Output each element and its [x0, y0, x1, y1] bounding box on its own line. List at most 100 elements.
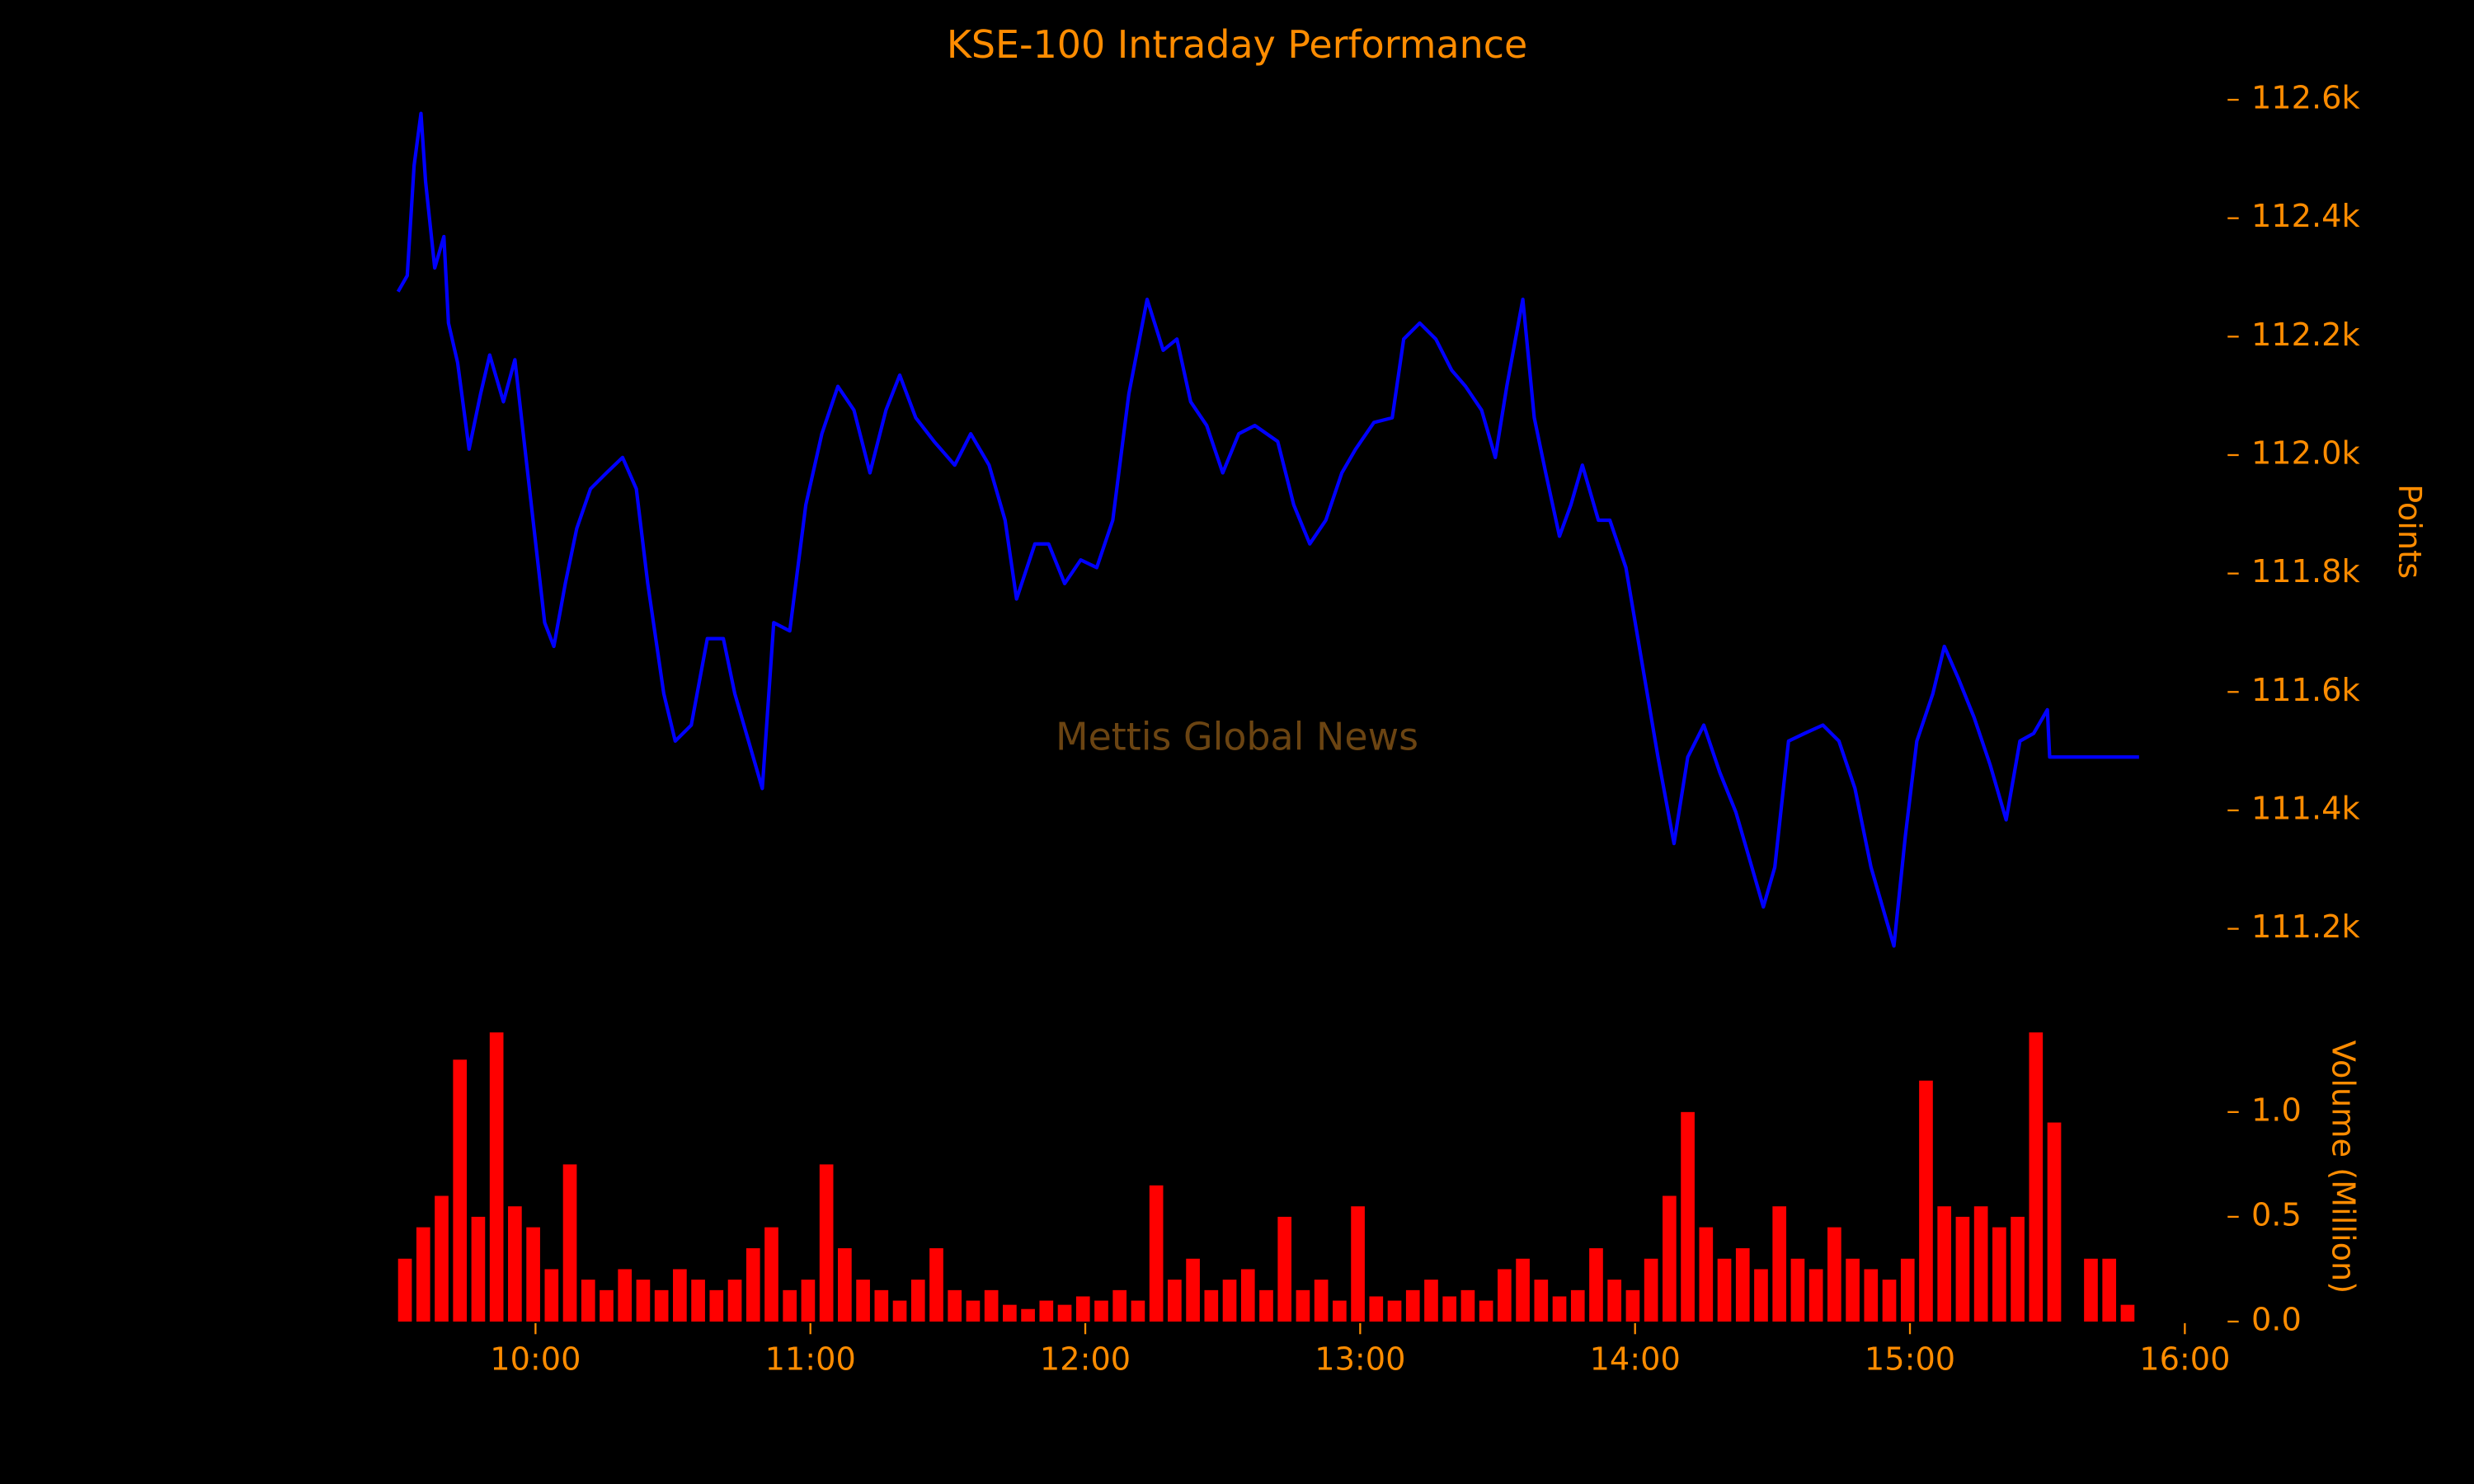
x-tick-label: 12:00	[1040, 1341, 1131, 1378]
volume-bar	[966, 1300, 981, 1322]
volume-bar	[1405, 1289, 1420, 1322]
y-tick-label: 0.0	[2251, 1301, 2302, 1338]
volume-bar	[636, 1280, 651, 1322]
volume-bar	[397, 1258, 412, 1322]
y-tick-label: 111.6k	[2251, 672, 2361, 709]
volume-bar	[453, 1059, 468, 1322]
volume-bar	[1186, 1258, 1200, 1322]
volume-bar	[801, 1280, 816, 1322]
volume-bar	[1589, 1248, 1603, 1322]
volume-bar	[1992, 1227, 2006, 1322]
volume-bar	[1846, 1258, 1860, 1322]
volume-bar	[745, 1248, 760, 1322]
y-tick-label: 111.4k	[2251, 790, 2361, 827]
volume-bar	[471, 1216, 486, 1322]
volume-bar	[1442, 1296, 1457, 1322]
volume-bar	[929, 1248, 943, 1322]
volume-bar	[838, 1248, 852, 1322]
volume-bar	[1772, 1206, 1787, 1322]
volume-bar	[1516, 1258, 1530, 1322]
volume-bar	[709, 1289, 724, 1322]
volume-bar	[910, 1280, 925, 1322]
y-tick-label: 112.4k	[2251, 198, 2361, 235]
volume-bar	[1790, 1258, 1805, 1322]
x-tick-label: 14:00	[1590, 1341, 1681, 1378]
volume-bar	[1149, 1185, 1164, 1322]
volume-bar	[2120, 1304, 2135, 1322]
volume-bar	[1919, 1080, 1933, 1322]
volume-bar	[1112, 1289, 1127, 1322]
volume-bar	[691, 1280, 705, 1322]
volume-bar	[984, 1289, 999, 1322]
volume-bar	[1222, 1280, 1237, 1322]
volume-bar	[1351, 1206, 1365, 1322]
volume-bar	[544, 1269, 559, 1322]
volume-bar	[416, 1227, 430, 1322]
volume-bar	[1625, 1289, 1640, 1322]
volume-bar	[1534, 1280, 1549, 1322]
volume-bar	[727, 1280, 742, 1322]
volume-bar	[1937, 1206, 1952, 1322]
x-tick-label: 13:00	[1315, 1341, 1405, 1378]
volume-bar	[2047, 1122, 2062, 1322]
y-tick-label: 112.6k	[2251, 80, 2361, 117]
volume-bar	[1717, 1258, 1732, 1322]
volume-bar	[562, 1164, 577, 1322]
x-tick-label: 10:00	[490, 1341, 581, 1378]
volume-bar	[600, 1289, 614, 1322]
volume-bar	[1607, 1280, 1622, 1322]
volume-bar	[1168, 1280, 1182, 1322]
volume-bar	[1754, 1269, 1768, 1322]
volume-bar	[1699, 1227, 1714, 1322]
y-tick-label: 111.8k	[2251, 553, 2361, 590]
volume-bar	[892, 1300, 907, 1322]
volume-bar	[1387, 1300, 1402, 1322]
volume-bar	[526, 1227, 540, 1322]
volume-bar	[1900, 1258, 1915, 1322]
volume-bar	[1882, 1280, 1897, 1322]
volume-bar	[2011, 1216, 2025, 1322]
volume-bar	[1570, 1289, 1585, 1322]
volume-bar	[1644, 1258, 1658, 1322]
y-tick-label: 112.0k	[2251, 434, 2361, 472]
y-axis-label: Points	[2391, 484, 2428, 579]
volume-bar	[948, 1289, 962, 1322]
volume-bar	[1094, 1300, 1108, 1322]
volume-bar	[673, 1269, 687, 1322]
y-tick-label: 112.2k	[2251, 317, 2361, 354]
volume-bar	[1039, 1300, 1054, 1322]
volume-bar	[1075, 1296, 1090, 1322]
volume-bar	[2029, 1032, 2044, 1322]
volume-bar	[435, 1195, 449, 1322]
y-tick-label: 0.5	[2251, 1196, 2302, 1233]
volume-bar	[1333, 1300, 1347, 1322]
volume-bar	[856, 1280, 870, 1322]
volume-bar	[1021, 1308, 1035, 1322]
x-tick-label: 16:00	[2139, 1341, 2230, 1378]
volume-bar	[508, 1206, 522, 1322]
volume-bar	[1681, 1111, 1695, 1322]
volume-bar	[2102, 1258, 2117, 1322]
volume-bar	[1663, 1195, 1677, 1322]
volume-bar	[1973, 1206, 1988, 1322]
volume-bar	[1479, 1300, 1493, 1322]
volume-bar	[489, 1032, 504, 1322]
y-axis-label: Volume (Million)	[2325, 1040, 2362, 1294]
volume-bar	[1735, 1248, 1750, 1322]
volume-bar	[2084, 1258, 2098, 1322]
volume-bar	[654, 1289, 669, 1322]
volume-bar	[1259, 1289, 1273, 1322]
volume-bar	[874, 1289, 889, 1322]
volume-bar	[819, 1164, 834, 1322]
volume-bar	[1864, 1269, 1879, 1322]
volume-bar	[1057, 1304, 1072, 1322]
volume-bar	[764, 1227, 778, 1322]
volume-bar	[1498, 1269, 1512, 1322]
volume-bar	[1314, 1280, 1329, 1322]
volume-bar	[1296, 1289, 1310, 1322]
y-tick-label: 111.2k	[2251, 909, 2361, 946]
volume-bar	[783, 1289, 797, 1322]
